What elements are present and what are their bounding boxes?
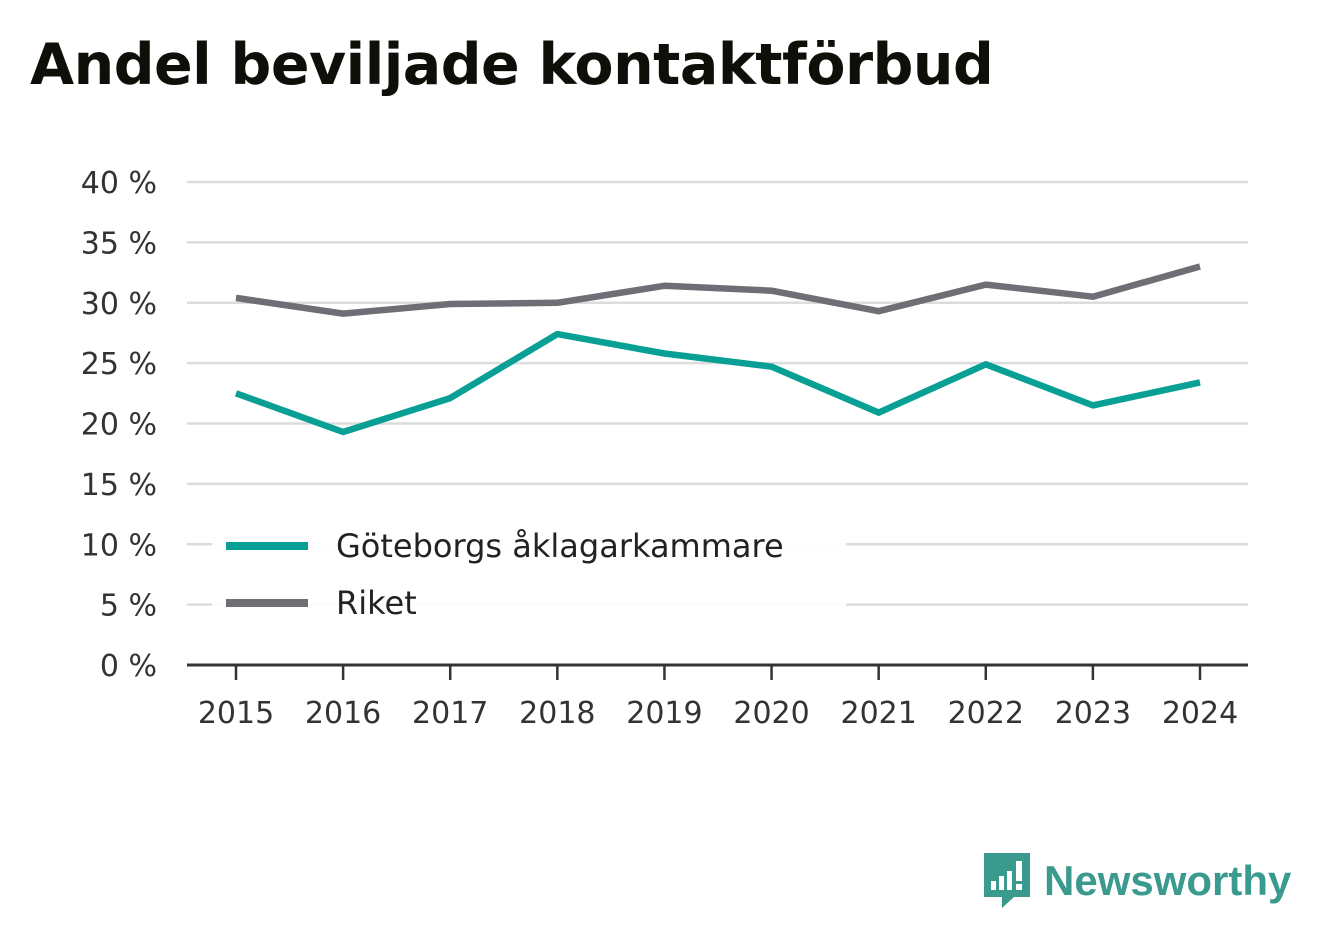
- newsworthy-brand: Newsworthy: [982, 851, 1291, 911]
- series-line: [234, 330, 1201, 436]
- y-tick-label: 25 %: [81, 347, 157, 382]
- legend-label: Göteborgs åklagarkammare: [336, 527, 784, 565]
- legend-background: [212, 512, 846, 628]
- x-tick-label: 2016: [305, 696, 381, 731]
- x-tick-label: 2023: [1055, 696, 1131, 731]
- x-tick-label: 2020: [733, 696, 809, 731]
- chart-title: Andel beviljade kontaktförbud: [30, 32, 994, 98]
- x-tick-label: 2019: [626, 696, 702, 731]
- y-tick-label: 40 %: [81, 166, 157, 201]
- y-tick-label: 5 %: [100, 589, 157, 624]
- legend: Göteborgs åklagarkammare Riket: [212, 512, 846, 628]
- y-tick-label: 30 %: [81, 287, 157, 322]
- series-lines: [234, 263, 1201, 436]
- x-tick-label: 2018: [519, 696, 595, 731]
- y-axis-ticks: 0 % 5 % 10 % 15 % 20 % 25 % 30 % 35 % 40 %: [81, 166, 157, 684]
- x-tick-label: 2024: [1162, 696, 1238, 731]
- y-tick-label: 10 %: [81, 528, 157, 563]
- x-tick-label: 2021: [840, 696, 916, 731]
- newsworthy-logo-icon: [984, 853, 1030, 908]
- series-line: [235, 263, 1201, 317]
- y-tick-label: 35 %: [81, 226, 157, 261]
- x-tick-label: 2022: [948, 696, 1024, 731]
- brand-name: Newsworthy: [1044, 857, 1292, 904]
- x-tick-label: 2017: [412, 696, 488, 731]
- x-tick-label: 2015: [198, 696, 274, 731]
- y-tick-label: 15 %: [81, 468, 157, 503]
- y-tick-label: 20 %: [81, 408, 157, 443]
- x-axis-ticks: 2015 2016 2017 2018 2019 2020 2021 2022 2023 2024: [198, 665, 1238, 731]
- y-tick-label: 0 %: [100, 649, 157, 684]
- legend-label: Riket: [336, 584, 417, 622]
